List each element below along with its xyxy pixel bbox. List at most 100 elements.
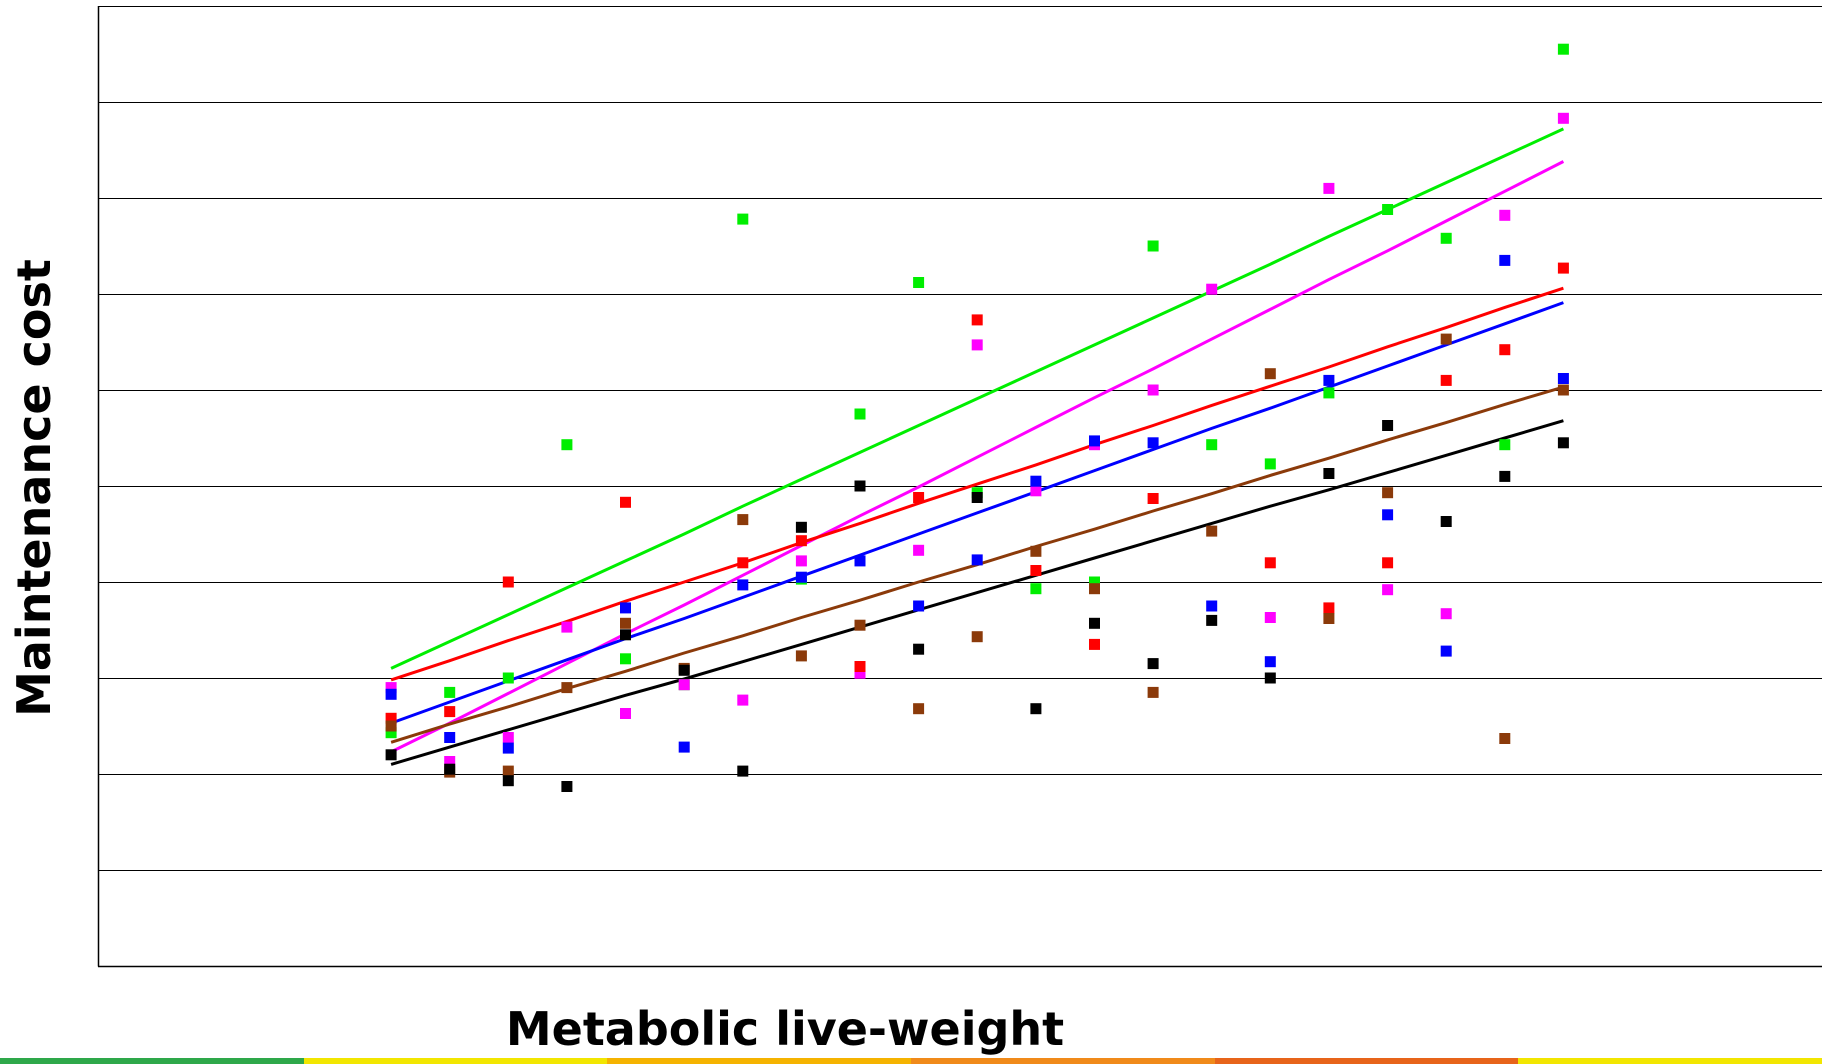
data-point-s3-4: [620, 602, 631, 614]
data-point-s3-14: [1206, 600, 1218, 612]
data-point-s2-12: [1089, 638, 1100, 650]
data-point-s0-14: [1206, 439, 1218, 451]
strip-segment-1: [303, 1058, 608, 1064]
axes: [97, 6, 1822, 968]
data-point-s4-10: [971, 631, 983, 643]
data-point-s3-13: [1147, 437, 1159, 449]
data-points: [385, 43, 1569, 792]
strip-segment-2: [607, 1058, 912, 1064]
data-point-s4-14: [1206, 525, 1218, 537]
data-point-s2-16: [1323, 602, 1335, 614]
data-point-s4-3: [561, 682, 573, 694]
data-point-s2-17: [1382, 557, 1394, 569]
data-point-s2-15: [1264, 557, 1276, 569]
data-point-s0-20: [1557, 43, 1569, 55]
data-point-s4-7: [795, 650, 807, 662]
data-point-s4-8: [854, 619, 866, 631]
data-point-s2-2: [502, 576, 514, 588]
data-point-s1-8: [854, 667, 866, 679]
data-point-s2-7: [795, 535, 807, 547]
data-point-s1-5: [678, 679, 690, 691]
data-point-s1-10: [971, 339, 983, 351]
data-point-s5-11: [1030, 703, 1042, 715]
data-point-s4-16: [1323, 613, 1335, 624]
data-point-s5-7: [795, 521, 807, 533]
data-point-s0-17: [1382, 204, 1394, 215]
data-point-s3-8: [854, 555, 866, 567]
data-point-s5-12: [1089, 617, 1100, 629]
data-point-s3-5: [678, 741, 690, 753]
data-point-s3-19: [1499, 254, 1511, 266]
data-point-s1-2: [502, 732, 514, 743]
data-point-s5-10: [971, 492, 983, 503]
trend-line-5: [390, 419, 1564, 766]
data-point-s0-8: [854, 408, 866, 420]
data-point-s4-17: [1382, 487, 1394, 499]
data-point-s5-16: [1323, 468, 1335, 479]
data-point-s3-1: [444, 732, 456, 743]
data-point-s1-17: [1382, 584, 1394, 596]
data-point-s1-13: [1147, 384, 1159, 396]
data-point-s2-20: [1557, 262, 1569, 274]
bottom-decorative-strip: [0, 1058, 1822, 1064]
data-point-s4-9: [913, 703, 925, 715]
data-point-s3-20: [1557, 373, 1569, 384]
data-point-s0-4: [620, 653, 631, 665]
data-point-s4-19: [1499, 733, 1511, 744]
data-point-s3-17: [1382, 509, 1394, 521]
data-point-s3-15: [1264, 656, 1276, 668]
data-point-s4-20: [1557, 384, 1569, 396]
data-point-s2-13: [1147, 493, 1159, 504]
data-point-s0-11: [1030, 583, 1042, 595]
strip-segment-0: [0, 1058, 304, 1064]
data-point-s2-6: [737, 557, 749, 569]
data-point-s5-13: [1147, 658, 1159, 670]
data-point-s2-11: [1030, 565, 1042, 576]
data-point-s0-12: [1089, 576, 1100, 588]
data-point-s0-3: [561, 439, 573, 451]
data-point-s1-18: [1440, 608, 1452, 620]
data-point-s3-9: [913, 600, 925, 612]
data-point-s2-4: [620, 496, 631, 508]
data-point-s3-2: [502, 742, 514, 754]
strip-segment-5: [1518, 1058, 1822, 1064]
data-point-s5-4: [620, 629, 631, 641]
data-point-s1-19: [1499, 209, 1511, 221]
data-point-s1-1: [444, 756, 456, 767]
data-point-s3-18: [1440, 645, 1452, 657]
data-point-s4-18: [1440, 333, 1452, 345]
data-point-s5-0: [385, 749, 397, 761]
data-point-s2-9: [913, 492, 925, 503]
data-point-s4-4: [620, 617, 631, 629]
data-point-s5-1: [444, 763, 456, 775]
data-point-s3-7: [795, 571, 807, 583]
data-point-s3-16: [1323, 374, 1335, 386]
data-point-s0-1: [444, 686, 456, 698]
data-point-s5-3: [561, 781, 573, 792]
data-point-s1-14: [1206, 283, 1218, 295]
data-point-s3-12: [1089, 435, 1100, 447]
data-point-s2-19: [1499, 344, 1511, 356]
data-point-s2-1: [444, 706, 456, 718]
data-point-s1-4: [620, 708, 631, 719]
data-point-s5-18: [1440, 516, 1452, 527]
data-point-s5-2: [502, 775, 514, 787]
data-point-s0-18: [1440, 232, 1452, 244]
data-point-s4-11: [1030, 545, 1042, 557]
data-point-s1-9: [913, 544, 925, 556]
trend-line-0: [390, 127, 1565, 670]
data-point-s5-5: [678, 664, 690, 676]
data-point-s4-6: [737, 514, 749, 526]
data-point-s2-8: [854, 661, 866, 672]
data-point-s5-14: [1206, 614, 1218, 626]
data-point-s5-15: [1264, 672, 1276, 684]
data-point-s1-11: [1030, 485, 1042, 497]
data-point-s1-7: [795, 555, 807, 567]
strip-segment-4: [1214, 1058, 1519, 1064]
data-point-s5-8: [854, 480, 866, 492]
data-point-s4-0: [385, 720, 397, 732]
data-point-s0-6: [737, 213, 749, 225]
x-axis-title: Metabolic live-weight: [506, 1002, 1064, 1056]
gridlines: [98, 6, 1822, 871]
data-point-s5-9: [913, 643, 925, 655]
